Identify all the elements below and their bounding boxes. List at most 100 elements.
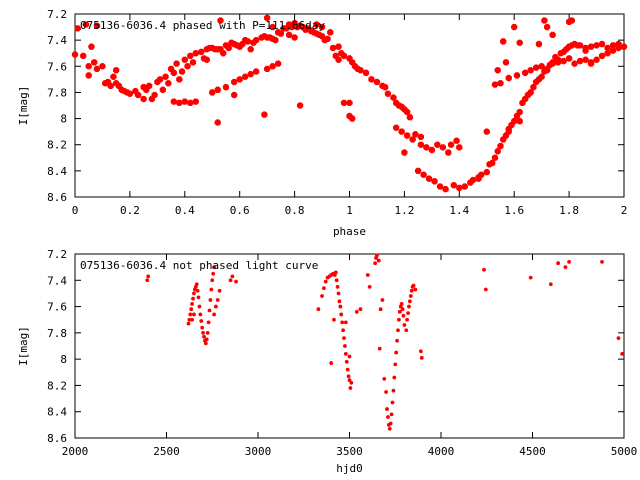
data-point <box>113 67 120 74</box>
data-point <box>442 186 449 193</box>
data-point <box>93 22 101 29</box>
data-point <box>413 287 418 292</box>
chart-0-data-points <box>71 14 628 193</box>
data-point <box>347 354 352 359</box>
data-point <box>198 312 203 317</box>
data-point <box>343 351 348 356</box>
data-point <box>354 309 359 314</box>
data-point <box>333 270 338 275</box>
data-point <box>544 67 551 74</box>
data-point <box>362 69 370 76</box>
chart-0-x-tick-label: 1.8 <box>559 204 579 217</box>
data-point <box>342 336 346 341</box>
data-point <box>71 51 79 58</box>
data-point <box>358 307 363 312</box>
data-point <box>483 169 490 176</box>
data-point <box>348 386 353 390</box>
chart-0-x-tick-label: 1.2 <box>394 204 414 217</box>
chart-0-x-tick-label: 1.4 <box>449 204 469 217</box>
data-point <box>146 274 151 279</box>
data-point <box>214 119 221 126</box>
data-point <box>346 374 351 379</box>
data-point <box>196 295 201 300</box>
data-point <box>414 167 422 174</box>
data-point <box>234 279 238 284</box>
data-point <box>434 141 441 148</box>
data-point <box>181 56 188 63</box>
data-point <box>600 259 604 264</box>
data-point <box>165 80 172 87</box>
data-point <box>253 68 260 75</box>
data-point <box>145 278 150 283</box>
data-point <box>491 154 499 161</box>
data-point <box>212 265 216 270</box>
data-point <box>393 362 398 367</box>
data-point <box>343 320 348 325</box>
chart-1-y-tick-label: 7.8 <box>47 327 67 340</box>
chart-0-y-tick-label: 7.8 <box>47 86 67 99</box>
chart-0-y-axis-label: I[mag] <box>17 86 30 126</box>
data-point <box>349 380 354 385</box>
data-point <box>340 99 348 107</box>
data-point <box>197 304 202 309</box>
chart-0-y-tick-label: 8.4 <box>47 165 67 178</box>
data-point <box>447 141 455 148</box>
data-point <box>335 43 342 50</box>
data-point <box>549 60 556 67</box>
data-point <box>384 390 388 394</box>
data-point <box>482 267 486 272</box>
data-point <box>203 56 210 63</box>
data-point <box>187 99 194 107</box>
data-point <box>203 341 208 346</box>
data-point <box>380 298 385 302</box>
data-point <box>264 14 271 22</box>
chart-1-x-tick-label: 3000 <box>245 445 272 458</box>
data-point <box>616 336 621 341</box>
data-point <box>151 91 158 99</box>
data-point <box>313 21 320 28</box>
data-point <box>209 89 216 96</box>
data-point <box>505 125 512 133</box>
data-point <box>367 284 372 289</box>
data-point <box>382 84 389 91</box>
data-point <box>340 52 348 59</box>
chart-0-y-tick-label: 7.4 <box>47 34 67 47</box>
data-point <box>565 55 573 62</box>
data-point <box>208 298 213 302</box>
chart-1-x-tick-label: 4000 <box>428 445 455 458</box>
data-point <box>145 82 153 90</box>
data-point <box>188 312 193 317</box>
data-point <box>396 328 400 333</box>
data-point <box>582 56 589 63</box>
data-point <box>450 182 457 189</box>
data-point <box>394 350 399 355</box>
data-point <box>156 76 164 83</box>
data-point <box>338 304 343 309</box>
data-point <box>576 42 584 49</box>
data-point <box>494 148 501 155</box>
data-point <box>107 82 114 90</box>
data-point <box>423 144 430 151</box>
data-point <box>264 65 271 73</box>
data-point <box>419 355 424 360</box>
data-point <box>200 325 205 330</box>
data-point <box>368 76 375 83</box>
data-point <box>162 73 169 80</box>
data-point <box>343 344 347 348</box>
data-point <box>513 72 521 79</box>
data-point <box>93 65 101 73</box>
data-point <box>516 108 523 116</box>
data-point <box>176 99 183 107</box>
chart-1-x-tick-label: 5000 <box>611 445 638 458</box>
data-point <box>201 330 206 335</box>
data-point <box>170 69 177 76</box>
data-point <box>159 86 166 93</box>
data-point <box>402 323 407 327</box>
data-point <box>418 349 423 354</box>
data-point <box>411 283 416 288</box>
data-point <box>247 70 254 78</box>
data-point <box>431 178 438 185</box>
data-point <box>404 108 411 116</box>
chart-1-y-tick-label: 8 <box>60 353 67 366</box>
data-point <box>214 86 221 93</box>
